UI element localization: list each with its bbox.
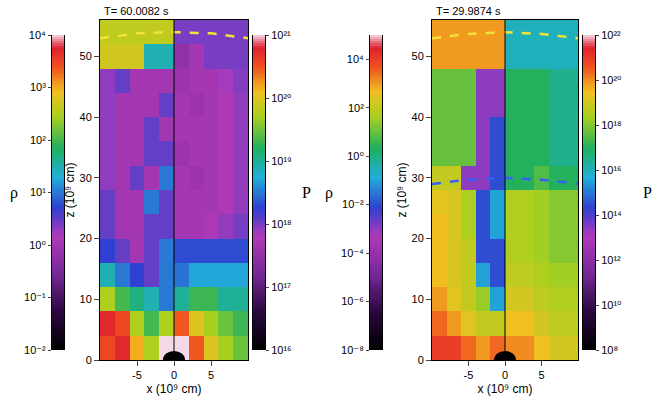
svg-text:10: 10 (412, 293, 424, 305)
svg-text:z (10⁹ cm): z (10⁹ cm) (63, 162, 77, 217)
svg-text:0: 0 (502, 369, 508, 381)
svg-text:50: 50 (412, 50, 424, 62)
svg-text:20: 20 (412, 232, 424, 244)
svg-text:x (10⁹ cm): x (10⁹ cm) (477, 382, 532, 396)
svg-text:30: 30 (80, 172, 92, 184)
svg-text:50: 50 (80, 50, 92, 62)
svg-text:10: 10 (80, 293, 92, 305)
svg-text:30: 30 (412, 172, 424, 184)
svg-text:10⁻²: 10⁻² (342, 198, 364, 210)
svg-text:10⁻¹: 10⁻¹ (24, 291, 46, 303)
svg-text:P: P (643, 184, 652, 201)
svg-text:10¹⁸: 10¹⁸ (271, 218, 292, 230)
svg-text:10²: 10² (348, 102, 364, 114)
svg-text:10²¹: 10²¹ (271, 29, 291, 41)
svg-text:10³: 10³ (30, 81, 46, 93)
svg-text:10⁻⁴: 10⁻⁴ (341, 247, 364, 259)
svg-text:10¹⁸: 10¹⁸ (601, 119, 622, 131)
svg-text:10¹²: 10¹² (601, 254, 621, 266)
svg-text:-5: -5 (132, 369, 142, 381)
svg-text:10¹⁶: 10¹⁶ (601, 164, 621, 176)
svg-text:10⁸: 10⁸ (601, 344, 618, 356)
svg-text:ρ: ρ (325, 184, 333, 202)
svg-text:40: 40 (412, 111, 424, 123)
svg-text:10⁻²: 10⁻² (24, 344, 46, 356)
svg-text:5: 5 (208, 369, 214, 381)
svg-text:P: P (302, 184, 311, 201)
svg-text:10²: 10² (30, 134, 46, 146)
svg-text:ρ: ρ (10, 184, 18, 202)
svg-text:10¹⁹: 10¹⁹ (271, 155, 292, 167)
svg-text:20: 20 (80, 232, 92, 244)
svg-text:10⁰: 10⁰ (347, 150, 364, 162)
svg-text:10²⁰: 10²⁰ (601, 74, 622, 86)
svg-text:0: 0 (418, 354, 424, 366)
svg-text:10²²: 10²² (601, 29, 621, 41)
svg-text:0: 0 (171, 369, 177, 381)
svg-text:10⁴: 10⁴ (347, 53, 364, 65)
svg-text:T= 60.0082 s: T= 60.0082 s (104, 5, 169, 17)
svg-text:10¹⁶: 10¹⁶ (271, 344, 291, 356)
svg-text:10⁻⁶: 10⁻⁶ (341, 295, 364, 307)
svg-text:x (10⁹ cm): x (10⁹ cm) (146, 382, 201, 396)
svg-text:10¹⁴: 10¹⁴ (601, 209, 622, 221)
svg-text:10²⁰: 10²⁰ (271, 92, 292, 104)
svg-text:40: 40 (80, 111, 92, 123)
svg-text:-5: -5 (464, 369, 474, 381)
svg-text:10¹: 10¹ (30, 186, 46, 198)
svg-text:z (10⁹ cm): z (10⁹ cm) (395, 162, 409, 217)
svg-text:0: 0 (86, 354, 92, 366)
svg-text:5: 5 (538, 369, 544, 381)
svg-text:T= 29.9874 s: T= 29.9874 s (436, 5, 501, 17)
svg-text:10¹⁷: 10¹⁷ (271, 281, 291, 293)
svg-text:10⁴: 10⁴ (29, 29, 46, 41)
svg-text:10¹⁰: 10¹⁰ (601, 299, 622, 311)
svg-text:10⁰: 10⁰ (29, 239, 46, 251)
svg-text:10⁻⁸: 10⁻⁸ (341, 344, 364, 356)
